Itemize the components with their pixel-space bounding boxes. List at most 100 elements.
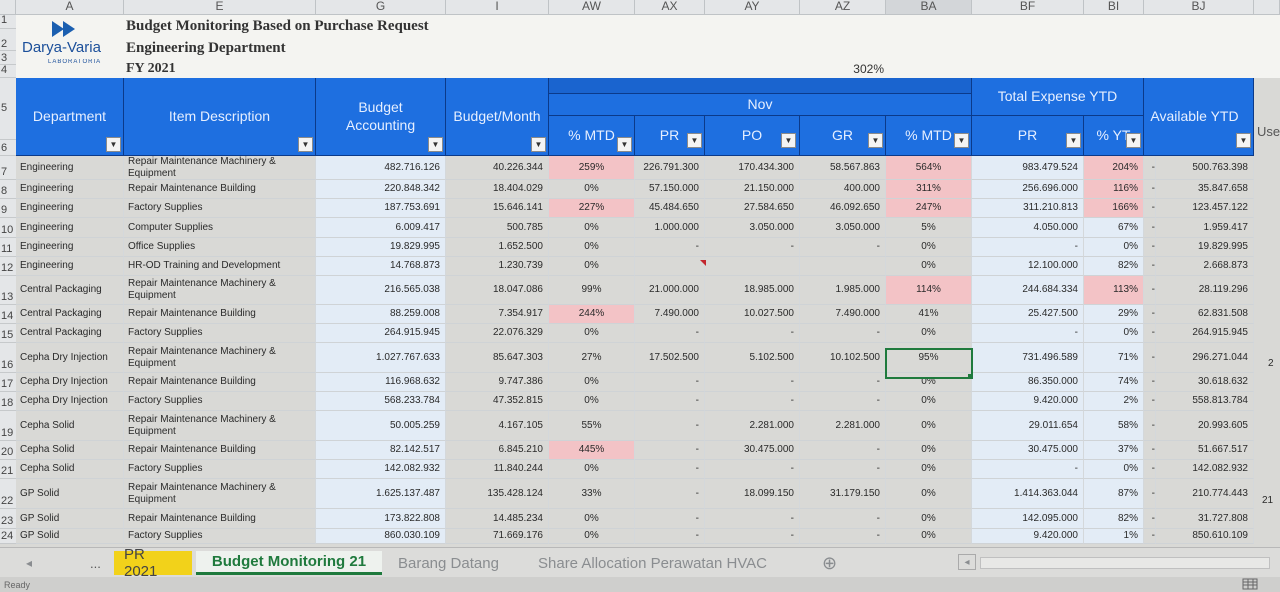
table-cell-mtd[interactable]: 0% [549,392,635,411]
table-cell-item[interactable]: Repair Maintenance Building [124,509,316,529]
table-cell-budget[interactable]: 116.968.632 [316,373,446,392]
table-cell-prytd[interactable]: - [972,460,1084,479]
table-cell-avail[interactable]: 20.993.605 [1156,411,1254,441]
filter-dropdown-button[interactable]: ▼ [298,137,313,152]
row-header[interactable]: 9 [0,199,16,218]
table-cell-dept[interactable]: GP Solid [16,529,124,544]
table-cell-avail[interactable]: 123.457.122 [1156,199,1254,218]
normal-view-icon[interactable] [1242,578,1258,590]
row-header[interactable]: 17 [0,373,16,392]
table-cell-item[interactable]: Factory Supplies [124,529,316,544]
table-cell-mtd[interactable]: 0% [549,257,635,276]
table-cell-budget[interactable]: 6.009.417 [316,218,446,238]
table-cell-po[interactable]: 2.281.000 [705,411,800,441]
table-cell-mtd2[interactable]: 0% [886,324,972,343]
table-cell-dept[interactable]: Central Packaging [16,324,124,343]
table-cell-gr[interactable]: 1.985.000 [800,276,886,305]
table-cell-gr[interactable]: - [800,460,886,479]
table-cell-dash[interactable]: - [1144,218,1156,238]
table-cell-po[interactable] [705,257,800,276]
row-header[interactable]: 7 [0,156,16,180]
table-cell-po[interactable]: 18.099.150 [705,479,800,509]
table-cell-avail[interactable]: 2.668.873 [1156,257,1254,276]
table-cell-avail[interactable]: 500.763.398 [1156,156,1254,180]
table-cell-mtd[interactable]: 0% [549,180,635,199]
table-cell-pr[interactable]: 1.000.000 [635,218,705,238]
table-cell-dept[interactable]: Engineering [16,238,124,257]
table-cell-po[interactable]: - [705,238,800,257]
table-cell-dept[interactable]: Cepha Dry Injection [16,373,124,392]
table-cell-avail[interactable]: 19.829.995 [1156,238,1254,257]
table-cell-mtd[interactable]: 33% [549,479,635,509]
table-cell-mtd2[interactable]: 0% [886,238,972,257]
table-cell-gr[interactable]: - [800,529,886,544]
table-cell-budget[interactable]: 220.848.342 [316,180,446,199]
row-header[interactable]: 3 [0,51,16,65]
table-cell-month[interactable]: 85.647.303 [446,343,549,373]
table-cell-month[interactable]: 1.230.739 [446,257,549,276]
table-cell-pytd[interactable]: 116% [1084,180,1144,199]
tab-budget-monitoring-21[interactable]: Budget Monitoring 21 [196,551,382,575]
comment-indicator[interactable] [700,260,706,266]
table-cell-pr[interactable] [635,257,705,276]
table-cell-dash[interactable]: - [1144,392,1156,411]
fill-handle[interactable] [968,374,973,379]
table-cell-dept[interactable]: Cepha Solid [16,441,124,460]
table-cell-pytd[interactable]: 166% [1084,199,1144,218]
row-header[interactable]: 21 [0,460,16,479]
table-cell-budget[interactable]: 860.030.109 [316,529,446,544]
table-cell-mtd2[interactable]: 0% [886,460,972,479]
row-header[interactable]: 22 [0,479,16,509]
table-cell-month[interactable]: 7.354.917 [446,305,549,324]
table-cell-pr[interactable]: - [635,441,705,460]
table-cell-budget[interactable]: 1.027.767.633 [316,343,446,373]
table-cell-dash[interactable]: - [1144,257,1156,276]
table-cell-prytd[interactable]: 9.420.000 [972,529,1084,544]
table-cell-pytd[interactable]: 2% [1084,392,1144,411]
table-cell-item[interactable]: Computer Supplies [124,218,316,238]
table-cell-mtd2[interactable]: 247% [886,199,972,218]
table-cell-prytd[interactable]: 86.350.000 [972,373,1084,392]
table-cell-item[interactable]: Factory Supplies [124,199,316,218]
table-cell-month[interactable]: 500.785 [446,218,549,238]
table-cell-dept[interactable]: GP Solid [16,509,124,529]
filter-dropdown-button[interactable]: ▼ [954,133,969,148]
table-cell-po[interactable]: 3.050.000 [705,218,800,238]
table-cell-dept[interactable]: Cepha Dry Injection [16,392,124,411]
selected-cell[interactable] [885,348,973,379]
table-cell-dept[interactable]: GP Solid [16,479,124,509]
table-cell-dept[interactable]: Engineering [16,218,124,238]
table-cell-budget[interactable]: 264.915.945 [316,324,446,343]
table-cell-dash[interactable]: - [1144,509,1156,529]
table-cell-gr[interactable]: 400.000 [800,180,886,199]
row-header[interactable]: 24 [0,529,16,544]
table-cell-po[interactable]: - [705,392,800,411]
table-cell-po[interactable]: 170.434.300 [705,156,800,180]
filter-dropdown-button[interactable]: ▼ [781,133,796,148]
table-cell-pytd[interactable]: 87% [1084,479,1144,509]
table-cell-avail[interactable]: 62.831.508 [1156,305,1254,324]
table-cell-budget[interactable]: 187.753.691 [316,199,446,218]
tab-share-allocation-hvac[interactable]: Share Allocation Perawatan HVAC [538,554,768,572]
table-cell-dept[interactable]: Cepha Dry Injection [16,343,124,373]
table-cell-item[interactable]: Factory Supplies [124,460,316,479]
table-cell-po[interactable]: - [705,460,800,479]
table-cell-mtd2[interactable]: 0% [886,392,972,411]
table-cell-dash[interactable]: - [1144,529,1156,544]
table-cell-gr[interactable]: - [800,392,886,411]
table-cell-dash[interactable]: - [1144,180,1156,199]
row-header[interactable]: 18 [0,392,16,411]
row-header[interactable]: 16 [0,343,16,373]
horizontal-scrollbar[interactable] [980,557,1270,569]
table-cell-gr[interactable]: 2.281.000 [800,411,886,441]
table-cell-gr[interactable]: 3.050.000 [800,218,886,238]
table-cell-gr[interactable]: 7.490.000 [800,305,886,324]
table-cell-dept[interactable]: Engineering [16,257,124,276]
table-cell-dash[interactable]: - [1144,411,1156,441]
table-cell-dash[interactable]: - [1144,238,1156,257]
table-cell-avail[interactable]: 35.847.658 [1156,180,1254,199]
table-cell-dash[interactable]: - [1144,441,1156,460]
table-cell-prytd[interactable]: 244.684.334 [972,276,1084,305]
table-cell-avail[interactable]: 210.774.443 [1156,479,1254,509]
table-cell-pr[interactable]: 226.791.300 [635,156,705,180]
